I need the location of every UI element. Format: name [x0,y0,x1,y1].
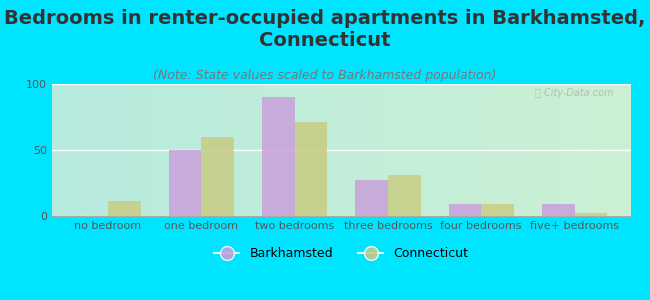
Bar [294,122,327,216]
Bar [108,202,140,216]
Bar [575,213,607,216]
Text: Bedrooms in renter-occupied apartments in Barkhamsted,
Connecticut: Bedrooms in renter-occupied apartments i… [5,9,645,50]
Text: ⓘ City-Data.com: ⓘ City-Data.com [534,88,613,98]
Bar [262,97,294,216]
Bar [481,204,514,216]
Legend: Barkhamsted, Connecticut: Barkhamsted, Connecticut [209,242,473,265]
Bar [356,180,388,216]
Text: (Note: State values scaled to Barkhamsted population): (Note: State values scaled to Barkhamste… [153,69,497,82]
Bar [168,150,202,216]
Bar [388,175,421,216]
Bar [202,137,234,216]
Bar [448,204,481,216]
Bar [542,204,575,216]
